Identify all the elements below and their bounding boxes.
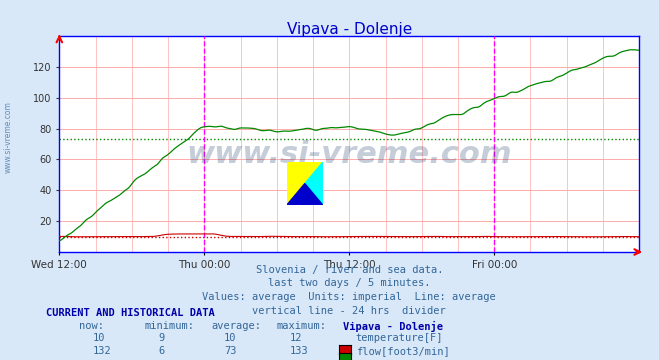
Text: 73: 73 [224, 346, 237, 356]
Text: vertical line - 24 hrs  divider: vertical line - 24 hrs divider [252, 306, 446, 316]
Text: 10: 10 [92, 333, 105, 343]
Text: Vipava - Dolenje: Vipava - Dolenje [287, 22, 412, 37]
Text: last two days / 5 minutes.: last two days / 5 minutes. [268, 278, 430, 288]
Text: minimum:: minimum: [145, 321, 195, 331]
Text: www.si-vreme.com: www.si-vreme.com [3, 101, 13, 173]
Text: flow[foot3/min]: flow[foot3/min] [356, 346, 449, 356]
Text: CURRENT AND HISTORICAL DATA: CURRENT AND HISTORICAL DATA [46, 308, 215, 318]
Text: maximum:: maximum: [277, 321, 327, 331]
Text: temperature[F]: temperature[F] [356, 333, 444, 343]
Polygon shape [287, 162, 323, 205]
Text: 132: 132 [92, 346, 111, 356]
Text: 6: 6 [158, 346, 164, 356]
Text: 9: 9 [158, 333, 164, 343]
Text: Vipava - Dolenje: Vipava - Dolenje [343, 321, 443, 332]
Text: average:: average: [211, 321, 261, 331]
Text: www.si-vreme.com: www.si-vreme.com [186, 140, 512, 169]
Text: now:: now: [79, 321, 104, 331]
Text: 10: 10 [224, 333, 237, 343]
Polygon shape [287, 184, 323, 205]
Text: Values: average  Units: imperial  Line: average: Values: average Units: imperial Line: av… [202, 292, 496, 302]
Text: Slovenia / river and sea data.: Slovenia / river and sea data. [256, 265, 443, 275]
Text: 133: 133 [290, 346, 308, 356]
Polygon shape [304, 162, 323, 205]
Text: 12: 12 [290, 333, 302, 343]
